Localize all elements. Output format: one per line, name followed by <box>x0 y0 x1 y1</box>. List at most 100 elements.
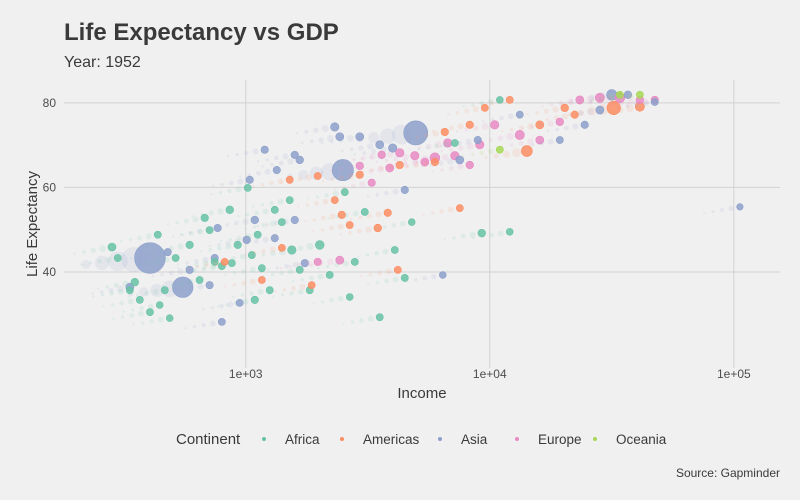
trail-mark <box>481 122 489 130</box>
trail-mark <box>244 227 247 230</box>
trail-mark <box>497 135 504 142</box>
point-americas <box>480 104 489 112</box>
trail-mark <box>472 106 479 113</box>
trail-mark <box>547 138 554 145</box>
trail-mark <box>309 263 314 267</box>
trail-mark <box>270 273 275 277</box>
trail-mark <box>471 103 475 107</box>
trail-mark <box>202 266 207 270</box>
legend-label: Asia <box>461 432 488 447</box>
trail-mark <box>339 233 342 236</box>
trail-mark <box>287 268 294 275</box>
point-asia <box>245 175 254 184</box>
trail-mark <box>252 251 257 255</box>
trail-mark <box>357 255 360 258</box>
trail-mark <box>231 255 236 261</box>
trail-mark <box>371 148 377 155</box>
trail-mark <box>225 302 229 307</box>
trail-mark <box>489 232 494 238</box>
point-africa <box>257 264 266 273</box>
trail-mark <box>642 98 649 105</box>
trail-mark <box>417 145 422 150</box>
point-americas <box>393 265 402 274</box>
trail-mark <box>472 125 479 131</box>
trail-mark <box>327 258 334 266</box>
trail-mark <box>386 167 389 170</box>
legend-key-europe <box>515 437 519 441</box>
trail-mark <box>280 181 283 184</box>
trail-mark <box>403 162 409 168</box>
trail-mark <box>269 180 274 186</box>
trail-mark <box>312 230 315 233</box>
point-europe <box>385 163 395 173</box>
point-americas <box>313 172 322 180</box>
trail-mark <box>462 105 465 108</box>
point-americas <box>373 223 382 233</box>
trail-mark <box>359 181 366 188</box>
trail-mark <box>105 285 109 289</box>
point-asia <box>300 259 309 268</box>
trail-mark <box>341 149 344 153</box>
trail-mark <box>415 135 420 139</box>
trail-mark <box>262 208 269 215</box>
trail-mark <box>347 134 354 142</box>
trail-mark <box>295 132 299 135</box>
trail-mark <box>417 148 420 151</box>
point-americas <box>560 103 569 113</box>
point-americas <box>337 210 346 219</box>
trail-mark <box>291 286 296 291</box>
trail-mark <box>546 130 550 133</box>
trail-mark <box>375 281 380 285</box>
trail-mark <box>168 270 174 276</box>
trail-mark <box>329 297 334 303</box>
trail-mark <box>365 226 372 233</box>
trail-mark <box>300 278 305 282</box>
point-americas <box>535 120 545 130</box>
trail-mark <box>184 271 187 274</box>
trail-mark <box>314 201 319 206</box>
trail-mark <box>626 104 634 113</box>
trail-mark <box>127 295 130 298</box>
trail-mark <box>634 102 639 108</box>
trail-mark <box>487 98 494 105</box>
trail-mark <box>256 225 260 228</box>
trail-mark <box>379 165 384 171</box>
trail-mark <box>194 262 199 268</box>
trail-mark <box>239 253 246 260</box>
trail-mark <box>171 290 175 293</box>
trail-mark <box>284 263 289 269</box>
trail-mark <box>541 105 544 108</box>
trail-mark <box>279 270 284 276</box>
trail-mark <box>440 127 444 132</box>
trail-mark <box>578 110 584 116</box>
trail-mark <box>320 228 325 232</box>
trail-mark <box>175 220 179 225</box>
x-axis-title: Income <box>397 385 446 402</box>
trail-mark <box>127 298 134 305</box>
trail-mark <box>256 160 260 163</box>
trail-mark <box>150 283 164 298</box>
trail-mark <box>96 287 100 290</box>
trail-mark <box>128 237 133 242</box>
trail-mark <box>269 220 276 227</box>
y-axis-title: Life Expectancy <box>24 171 41 277</box>
trail-mark <box>131 308 135 312</box>
trail-mark <box>610 102 614 107</box>
trail-mark <box>184 327 187 330</box>
point-africa <box>325 271 334 279</box>
point-asia <box>650 98 659 106</box>
trail-mark <box>110 303 115 307</box>
trail-mark <box>235 152 239 157</box>
point-asia <box>400 185 409 194</box>
trail-mark <box>120 315 125 319</box>
trail-mark <box>155 250 162 257</box>
point-americas <box>430 158 439 167</box>
point-americas <box>307 281 316 290</box>
trail-mark <box>422 160 429 167</box>
trail-mark <box>261 165 264 168</box>
trail-mark <box>384 278 389 284</box>
legend-key-asia <box>438 437 442 441</box>
trail-mark <box>337 223 344 230</box>
trail-mark <box>321 125 329 133</box>
trail-mark <box>353 153 356 156</box>
